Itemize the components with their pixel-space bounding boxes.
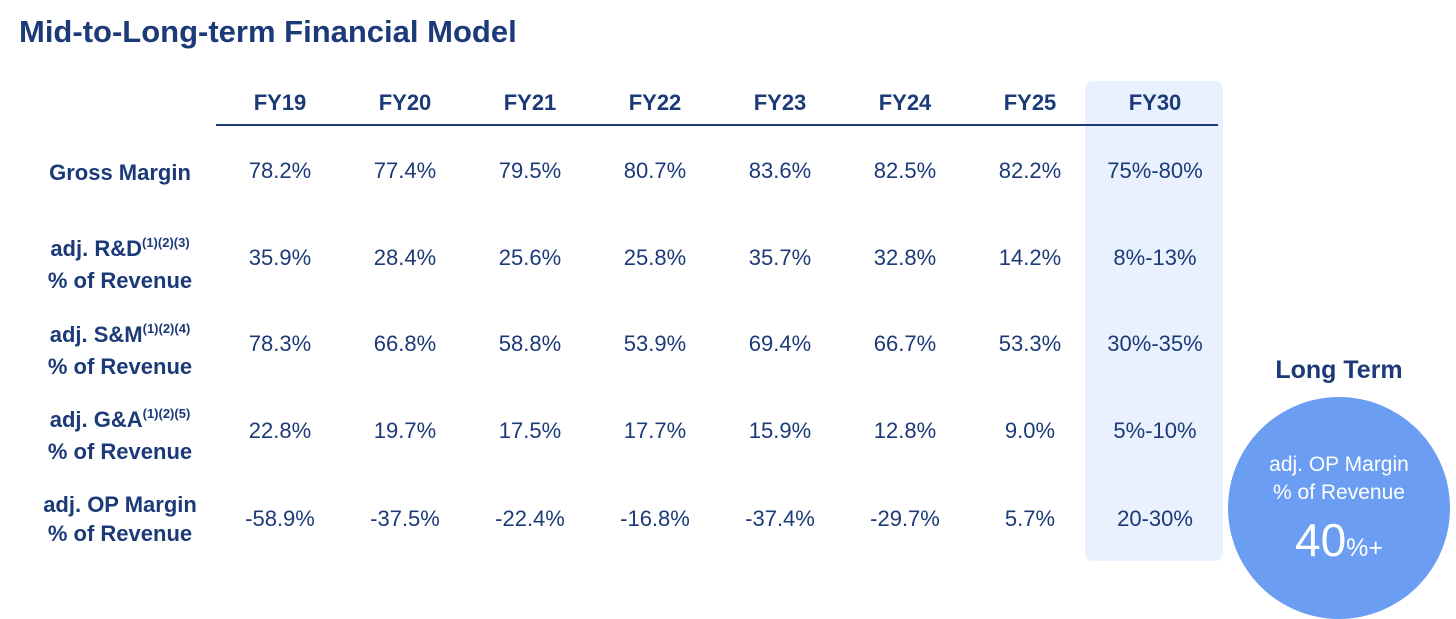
table-cell: -22.4% bbox=[495, 506, 565, 531]
table-cell: 66.8% bbox=[373, 331, 437, 356]
column-header-fy20: FY20 bbox=[378, 90, 432, 115]
table-cell: 58.8% bbox=[498, 331, 562, 356]
row-label-line2: % of Revenue bbox=[47, 521, 193, 546]
footnote-marker: (1)(2)(4) bbox=[142, 321, 191, 336]
row-label-line2: % of Revenue bbox=[47, 439, 193, 464]
table-cell: -58.9% bbox=[245, 506, 315, 531]
row-label-line2: % of Revenue bbox=[47, 354, 193, 379]
table-cell: 66.7% bbox=[873, 331, 937, 356]
long-term-title: Long Term bbox=[1275, 356, 1403, 384]
column-header-fy19: FY19 bbox=[253, 90, 307, 115]
table-cell: 17.7% bbox=[623, 418, 687, 443]
column-header-fy23: FY23 bbox=[753, 90, 807, 115]
long-term-value: 40 bbox=[1294, 514, 1347, 566]
row-label: adj. OP Margin % of Revenue bbox=[20, 490, 220, 548]
table-cell: 9.0% bbox=[1004, 418, 1056, 443]
long-term-line2: % of Revenue bbox=[1273, 481, 1405, 504]
table-cell: 82.2% bbox=[998, 158, 1062, 183]
table-cell: 75%-80% bbox=[1107, 158, 1203, 183]
table-cell: 28.4% bbox=[373, 245, 437, 270]
row-label: adj. G&A(1)(2)(5)% of Revenue bbox=[20, 405, 220, 466]
row-label: adj. R&D(1)(2)(3)% of Revenue bbox=[20, 234, 220, 295]
long-term-suffix: %+ bbox=[1346, 534, 1383, 562]
table-cell: -37.4% bbox=[745, 506, 815, 531]
column-header-fy22: FY22 bbox=[628, 90, 682, 115]
row-label-line1: adj. R&D(1)(2)(3) bbox=[20, 234, 220, 266]
table-cell: 25.6% bbox=[498, 245, 562, 270]
table-cell: 77.4% bbox=[373, 158, 437, 183]
table-cell: 32.8% bbox=[873, 245, 937, 270]
long-term-value-wrap: 40%+ bbox=[1228, 513, 1450, 567]
table-cell: 19.7% bbox=[373, 418, 437, 443]
row-label-line2: % of Revenue bbox=[47, 268, 193, 293]
row-label-text: adj. R&D bbox=[50, 236, 142, 261]
table-cell: 78.2% bbox=[248, 158, 312, 183]
row-label-line1: adj. OP Margin bbox=[20, 490, 220, 519]
table-cell: -29.7% bbox=[870, 506, 940, 531]
table-cell: 35.7% bbox=[748, 245, 812, 270]
table-cell: 8%-13% bbox=[1113, 245, 1197, 270]
column-header-fy21: FY21 bbox=[503, 90, 557, 115]
row-label-line1: adj. G&A(1)(2)(5) bbox=[20, 405, 220, 437]
table-cell: 12.8% bbox=[873, 418, 937, 443]
footnote-marker: (1)(2)(3) bbox=[142, 235, 190, 250]
table-cell: 15.9% bbox=[748, 418, 812, 443]
table-cell: 82.5% bbox=[873, 158, 937, 183]
header-rule bbox=[216, 124, 1218, 126]
row-label-text: Gross Margin bbox=[49, 160, 191, 185]
row-label: adj. S&M(1)(2)(4)% of Revenue bbox=[20, 320, 220, 381]
table-cell: 79.5% bbox=[498, 158, 562, 183]
table-cell: 83.6% bbox=[748, 158, 812, 183]
row-label-text: adj. S&M bbox=[49, 322, 143, 347]
table-cell: 30%-35% bbox=[1107, 331, 1203, 356]
table-cell: 5.7% bbox=[1004, 506, 1056, 531]
table-cell: 25.8% bbox=[623, 245, 687, 270]
table-cell: 14.2% bbox=[998, 245, 1062, 270]
table-cell: 20-30% bbox=[1117, 506, 1193, 531]
table-cell: 22.8% bbox=[248, 418, 312, 443]
page-title: Mid-to-Long-term Financial Model bbox=[19, 14, 517, 49]
long-term-line1: adj. OP Margin bbox=[1269, 453, 1409, 476]
column-header-fy24: FY24 bbox=[878, 90, 932, 115]
table-cell: 35.9% bbox=[248, 245, 312, 270]
table-cell: -16.8% bbox=[620, 506, 690, 531]
column-header-fy25: FY25 bbox=[1003, 90, 1057, 115]
row-label-text: adj. G&A bbox=[49, 407, 143, 432]
footnote-marker: (1)(2)(5) bbox=[142, 406, 191, 421]
row-label-text: adj. OP Margin bbox=[43, 492, 197, 517]
table-cell: 69.4% bbox=[748, 331, 812, 356]
table-cell: -37.5% bbox=[370, 506, 440, 531]
row-label: Gross Margin bbox=[20, 158, 220, 187]
table-cell: 17.5% bbox=[498, 418, 562, 443]
table-cell: 78.3% bbox=[248, 331, 312, 356]
column-header-fy30: FY30 bbox=[1128, 90, 1182, 115]
table-cell: 53.9% bbox=[623, 331, 687, 356]
table-cell: 5%-10% bbox=[1113, 418, 1197, 443]
table-cell: 53.3% bbox=[998, 331, 1062, 356]
row-label-line1: Gross Margin bbox=[20, 158, 220, 187]
fy30-highlight bbox=[1085, 81, 1223, 561]
row-label-line1: adj. S&M(1)(2)(4) bbox=[20, 320, 220, 352]
long-term-circle: adj. OP Margin % of Revenue 40%+ bbox=[1228, 397, 1450, 619]
table-cell: 80.7% bbox=[623, 158, 687, 183]
